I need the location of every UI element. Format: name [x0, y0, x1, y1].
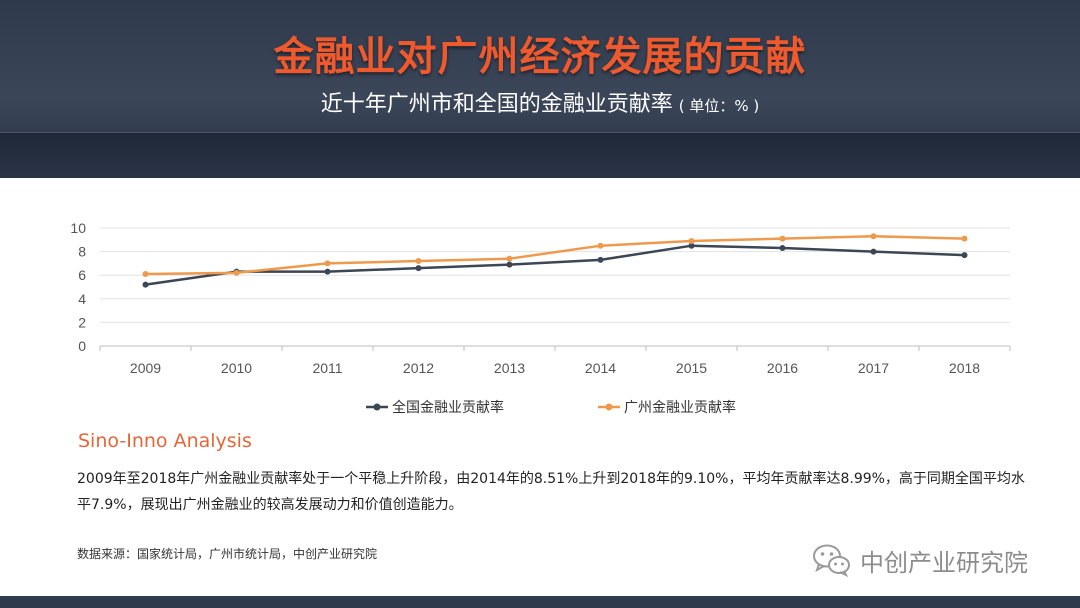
- x-tick-label: 2015: [676, 360, 707, 376]
- unit-label: ( 单位：% ): [678, 97, 760, 115]
- subtitle-text: 近十年广州市和全国的金融业贡献率: [320, 92, 673, 117]
- x-tick-label: 2011: [312, 360, 342, 376]
- page-title: 金融业对广州经济发展的贡献: [273, 34, 807, 80]
- data-point: [506, 255, 513, 262]
- series-line-2: [145, 235, 965, 276]
- data-point: [870, 248, 877, 255]
- data-point: [779, 235, 786, 242]
- data-point: [415, 265, 422, 272]
- analysis-title: Sino-Inno Analysis: [78, 430, 252, 452]
- legend-swatch-marker: [605, 403, 613, 411]
- data-point: [324, 268, 331, 275]
- analysis-text: 2009年至2018年广州金融业贡献率处于一个平稳上升阶段，由2014年的8.5…: [77, 471, 1025, 513]
- y-tick-label: 0: [78, 338, 86, 354]
- data-point: [688, 237, 695, 244]
- data-point: [142, 281, 149, 288]
- data-point: [142, 271, 149, 278]
- data-point: [597, 242, 604, 249]
- header-band: [0, 132, 1080, 178]
- x-tick-label: 2016: [767, 360, 798, 376]
- y-tick-label: 2: [78, 314, 86, 330]
- data-source: 数据来源：国家统计局，广州市统计局，中创产业研究院: [77, 547, 378, 561]
- y-tick-label: 10: [70, 220, 86, 236]
- data-point: [961, 235, 968, 242]
- line-chart: 0 2 4 6 8 10 2009 2010 2011 2012 2013 2014 2015 2016 2…: [70, 220, 1011, 416]
- wechat-icon: [813, 544, 850, 577]
- x-tick-label: 2014: [585, 360, 616, 376]
- watermark: 中创产业研究院: [812, 540, 1028, 580]
- legend-label: 广州金融业贡献率: [624, 399, 736, 416]
- page-subtitle: 近十年广州市和全国的金融业贡献率 ( 单位：% ): [0, 86, 1080, 118]
- x-tick-label: 2012: [403, 360, 434, 376]
- legend-label: 全国金融业贡献率: [392, 399, 504, 416]
- data-point: [779, 245, 786, 252]
- watermark-text: 中创产业研究院: [860, 548, 1028, 577]
- y-tick-label: 4: [78, 291, 86, 307]
- x-tick-label: 2010: [221, 360, 252, 376]
- x-tick-label: 2018: [949, 360, 980, 376]
- data-point: [415, 258, 422, 265]
- data-point: [233, 269, 240, 276]
- legend-swatch-marker: [373, 403, 381, 411]
- x-tick-label: 2017: [858, 360, 889, 376]
- y-tick-label: 8: [78, 244, 86, 260]
- series-line-1: [145, 244, 965, 286]
- data-point: [870, 233, 877, 240]
- footer-bar: [0, 596, 1080, 608]
- data-point: [961, 252, 968, 259]
- data-point: [506, 261, 513, 268]
- data-point: [688, 242, 695, 249]
- data-point: [324, 260, 331, 267]
- x-tick-label: 2013: [494, 360, 525, 376]
- y-tick-label: 6: [78, 267, 86, 283]
- data-point: [597, 256, 604, 263]
- header-banner: 金融业对广州经济发展的贡献 近十年广州市和全国的金融业贡献率 ( 单位：% ): [0, 0, 1080, 178]
- x-tick-label: 2009: [130, 360, 161, 376]
